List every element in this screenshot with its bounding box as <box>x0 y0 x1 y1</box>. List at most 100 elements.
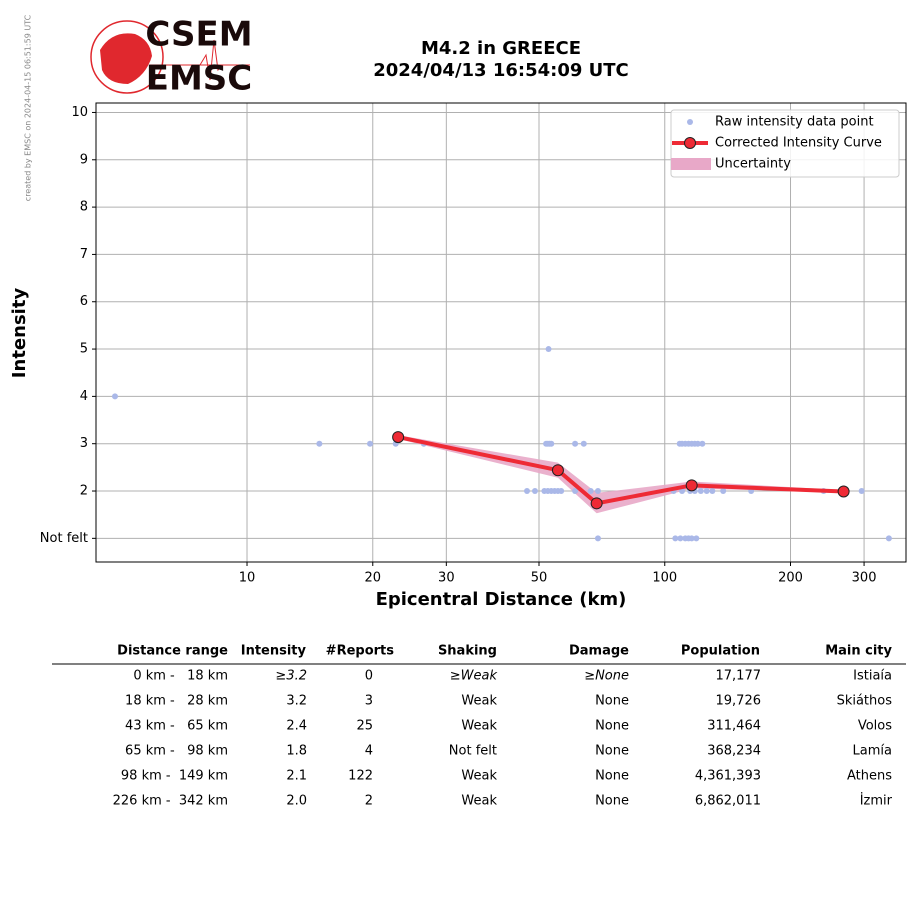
x-axis-label: Epicentral Distance (km) <box>376 589 627 610</box>
table-cell: Weak <box>461 769 497 784</box>
data-point <box>558 488 565 495</box>
y-tick-label: 2 <box>80 484 88 499</box>
y-tick-label: 3 <box>80 436 88 451</box>
table-cell: Weak <box>461 694 497 709</box>
table-cell: 4,361,393 <box>695 769 761 784</box>
table-cell: ≥None <box>584 669 629 684</box>
table-header: Main city <box>825 644 892 659</box>
x-tick-label: 300 <box>852 571 877 586</box>
curve-point <box>590 497 603 510</box>
table-header: Population <box>681 644 760 659</box>
y-tick-label: 5 <box>80 342 88 357</box>
table-cell: 0 km - 18 km <box>133 669 228 684</box>
table-cell: 2.1 <box>286 769 307 784</box>
x-tick-label: 20 <box>364 571 381 586</box>
uncertainty-band <box>398 435 844 514</box>
data-point <box>572 440 579 447</box>
table-cell: Istiaía <box>853 669 892 684</box>
table-cell: Lamía <box>853 744 892 759</box>
data-point <box>367 440 374 447</box>
table-cell: ≥Weak <box>450 669 498 684</box>
table-cell: 3 <box>365 694 373 709</box>
chart-subtitle: 2024/04/13 16:54:09 UTC <box>373 60 629 81</box>
data-point <box>545 346 552 353</box>
table-cell: None <box>595 719 629 734</box>
logo-bottom: EMSC <box>146 59 253 99</box>
y-tick-label: 6 <box>80 294 88 309</box>
legend-marker <box>684 137 696 149</box>
data-point <box>693 535 700 542</box>
table-cell: 98 km - 149 km <box>121 769 228 784</box>
data-point <box>699 440 706 447</box>
y-axis-label: Intensity <box>9 288 30 379</box>
data-point <box>720 488 727 495</box>
legend-label: Raw intensity data point <box>715 115 874 130</box>
table-cell: None <box>595 769 629 784</box>
table-cell: Weak <box>461 794 497 809</box>
table-cell: 18 km - 28 km <box>125 694 228 709</box>
table-cell: 17,177 <box>716 669 762 684</box>
data-point <box>572 488 579 495</box>
table-cell: 368,234 <box>707 744 761 759</box>
table-header: Damage <box>569 644 629 659</box>
legend-swatch <box>671 158 711 170</box>
table-header: Distance range <box>117 644 228 659</box>
table-header: Intensity <box>241 644 307 659</box>
table-cell: 122 <box>348 769 373 784</box>
x-tick-label: 30 <box>438 571 455 586</box>
table-cell: Volos <box>858 719 892 734</box>
y-tick-label: 10 <box>71 105 88 120</box>
data-point <box>709 488 716 495</box>
table-cell: İzmir <box>860 793 893 809</box>
x-tick-label: 200 <box>778 571 803 586</box>
table-cell: 2.0 <box>286 794 307 809</box>
curve-point <box>392 431 405 444</box>
table-cell: 43 km - 65 km <box>125 719 228 734</box>
data-point <box>531 488 538 495</box>
y-tick-label: 4 <box>80 389 88 404</box>
table-cell: None <box>595 744 629 759</box>
y-tick-label: Not felt <box>40 531 88 546</box>
table-cell: Athens <box>847 769 892 784</box>
curve-point <box>837 485 850 498</box>
legend-box <box>670 109 900 178</box>
plot-frame <box>95 102 907 563</box>
table-cell: 25 <box>356 719 373 734</box>
table-cell: ≥3.2 <box>275 669 307 684</box>
table-cell: 2 <box>365 794 373 809</box>
logo-top: CSEM <box>145 15 252 55</box>
table-cell: 65 km - 98 km <box>125 744 228 759</box>
curve-point <box>551 464 564 477</box>
data-point <box>524 488 531 495</box>
data-point <box>677 535 684 542</box>
table-cell: None <box>595 794 629 809</box>
table-cell: 226 km - 342 km <box>113 794 228 809</box>
data-point <box>688 535 695 542</box>
table-cell: 0 <box>365 669 373 684</box>
table-header: Shaking <box>438 644 497 659</box>
data-point <box>594 488 601 495</box>
data-point <box>111 393 118 400</box>
legend-marker <box>687 119 693 125</box>
credit: created by EMSC on 2024-04-15 06:51:59 U… <box>24 14 33 201</box>
data-point <box>580 440 587 447</box>
data-point <box>316 440 323 447</box>
table-cell: Not felt <box>449 744 497 759</box>
x-tick-label: 100 <box>652 571 677 586</box>
curve-point <box>685 479 698 492</box>
y-tick-label: 9 <box>80 152 88 167</box>
x-tick-label: 50 <box>531 571 548 586</box>
table-cell: 1.8 <box>286 744 307 759</box>
table-cell: 19,726 <box>716 694 762 709</box>
data-point <box>672 535 679 542</box>
legend-label: Corrected Intensity Curve <box>715 136 882 151</box>
legend: Raw intensity data point Corrected Intens… <box>670 109 900 178</box>
data-point <box>587 488 594 495</box>
x-tick-label: 10 <box>239 571 256 586</box>
table-header: #Reports <box>326 644 395 659</box>
table-cell: None <box>595 694 629 709</box>
table-cell: 6,862,011 <box>695 794 761 809</box>
data-point <box>679 488 686 495</box>
logo: CSEM EMSC <box>90 15 253 99</box>
